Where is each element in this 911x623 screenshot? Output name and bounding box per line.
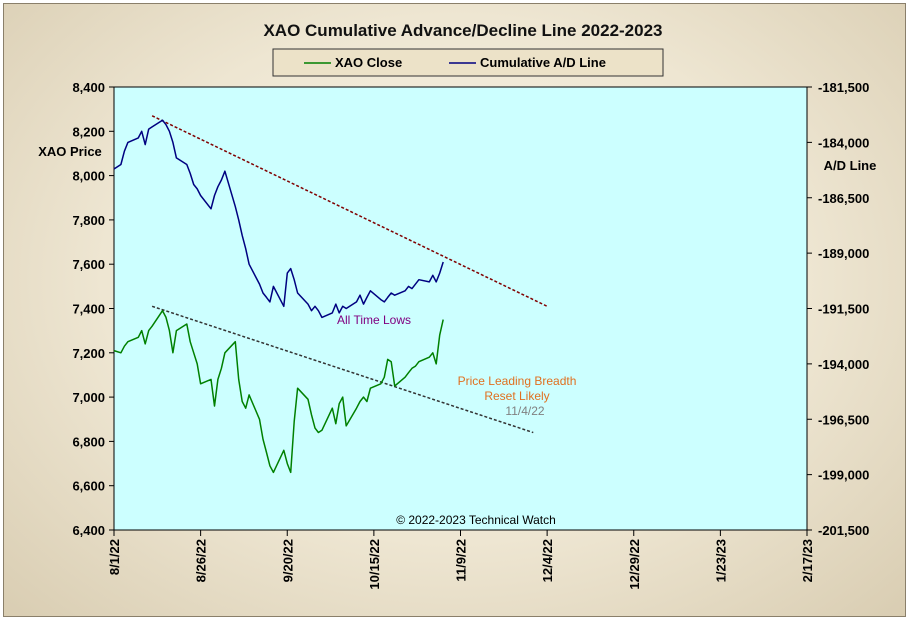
left-tick-label: 7,200 — [72, 346, 105, 361]
chart-svg: XAO Cumulative Advance/Decline Line 2022… — [38, 21, 877, 590]
left-tick-label: 6,600 — [72, 479, 105, 494]
plot-area — [113, 86, 808, 531]
legend-label-xao-close: XAO Close — [335, 55, 402, 70]
ad-line — [113, 119, 444, 319]
series-lines — [113, 119, 444, 474]
left-tick-label: 7,800 — [72, 213, 105, 228]
x-tick-label: 8/1/22 — [107, 539, 122, 575]
left-tick-label: 8,400 — [72, 80, 105, 95]
copyright-text: © 2022-2023 Technical Watch — [396, 513, 556, 527]
x-tick-label: 2/17/23 — [800, 539, 815, 582]
right-tick-label: -201,500 — [818, 523, 869, 538]
x-tick-label: 8/26/22 — [194, 539, 209, 582]
x-tick-label: 9/20/22 — [280, 539, 295, 582]
trendlines — [151, 115, 548, 434]
chart-title: XAO Cumulative Advance/Decline Line 2022… — [263, 21, 662, 40]
annotation-price-leading: Price Leading Breadth — [458, 374, 577, 388]
annotation-all-time-lows: All Time Lows — [337, 313, 411, 327]
x-tick-label: 1/23/23 — [713, 539, 728, 582]
right-tick-label: -194,000 — [818, 357, 869, 372]
annotation-reset-likely: Reset Likely — [484, 389, 549, 403]
left-tick-label: 7,400 — [72, 302, 105, 317]
left-axis-label: XAO Price — [38, 144, 102, 159]
right-tick-label: -184,000 — [818, 135, 869, 150]
right-tick-label: -186,500 — [818, 191, 869, 206]
left-tick-label: 8,000 — [72, 169, 105, 184]
legend: XAO Close Cumulative A/D Line — [272, 48, 664, 77]
left-tick-label: 6,400 — [72, 523, 105, 538]
x-tick-label: 12/4/22 — [540, 539, 555, 582]
right-tick-label: -189,000 — [818, 246, 869, 261]
right-tick-label: -196,500 — [818, 412, 869, 427]
x-tick-label: 10/15/22 — [367, 539, 382, 590]
left-tick-label: 6,800 — [72, 434, 105, 449]
right-tick-label: -199,000 — [818, 468, 869, 483]
left-axis: 6,400 6,600 6,800 7,000 7,200 7,400 7,600 7,800… — [72, 80, 114, 538]
left-tick-label: 8,200 — [72, 124, 105, 139]
legend-label-ad-line: Cumulative A/D Line — [480, 55, 606, 70]
right-tick-label: -191,500 — [818, 302, 869, 317]
xao-close-line — [113, 309, 444, 474]
x-tick-label: 12/29/22 — [627, 539, 642, 590]
right-tick-label: -181,500 — [818, 80, 869, 95]
x-tick-label: 11/9/22 — [454, 539, 469, 582]
xao-trendline — [151, 305, 534, 434]
left-tick-label: 7,000 — [72, 390, 105, 405]
chart-frame: XAO Cumulative Advance/Decline Line 2022… — [3, 3, 906, 617]
annotation-date: 11/4/22 — [505, 404, 544, 418]
right-axis: -201,500 -199,000 -196,500 -194,000 -191,500… — [807, 80, 869, 538]
ad-trendline — [151, 115, 548, 307]
left-tick-label: 7,600 — [72, 257, 105, 272]
right-axis-label: A/D Line — [824, 158, 877, 173]
x-axis: 8/1/22 8/26/22 9/20/22 10/15/22 11/9/22 12/4/… — [107, 530, 815, 590]
